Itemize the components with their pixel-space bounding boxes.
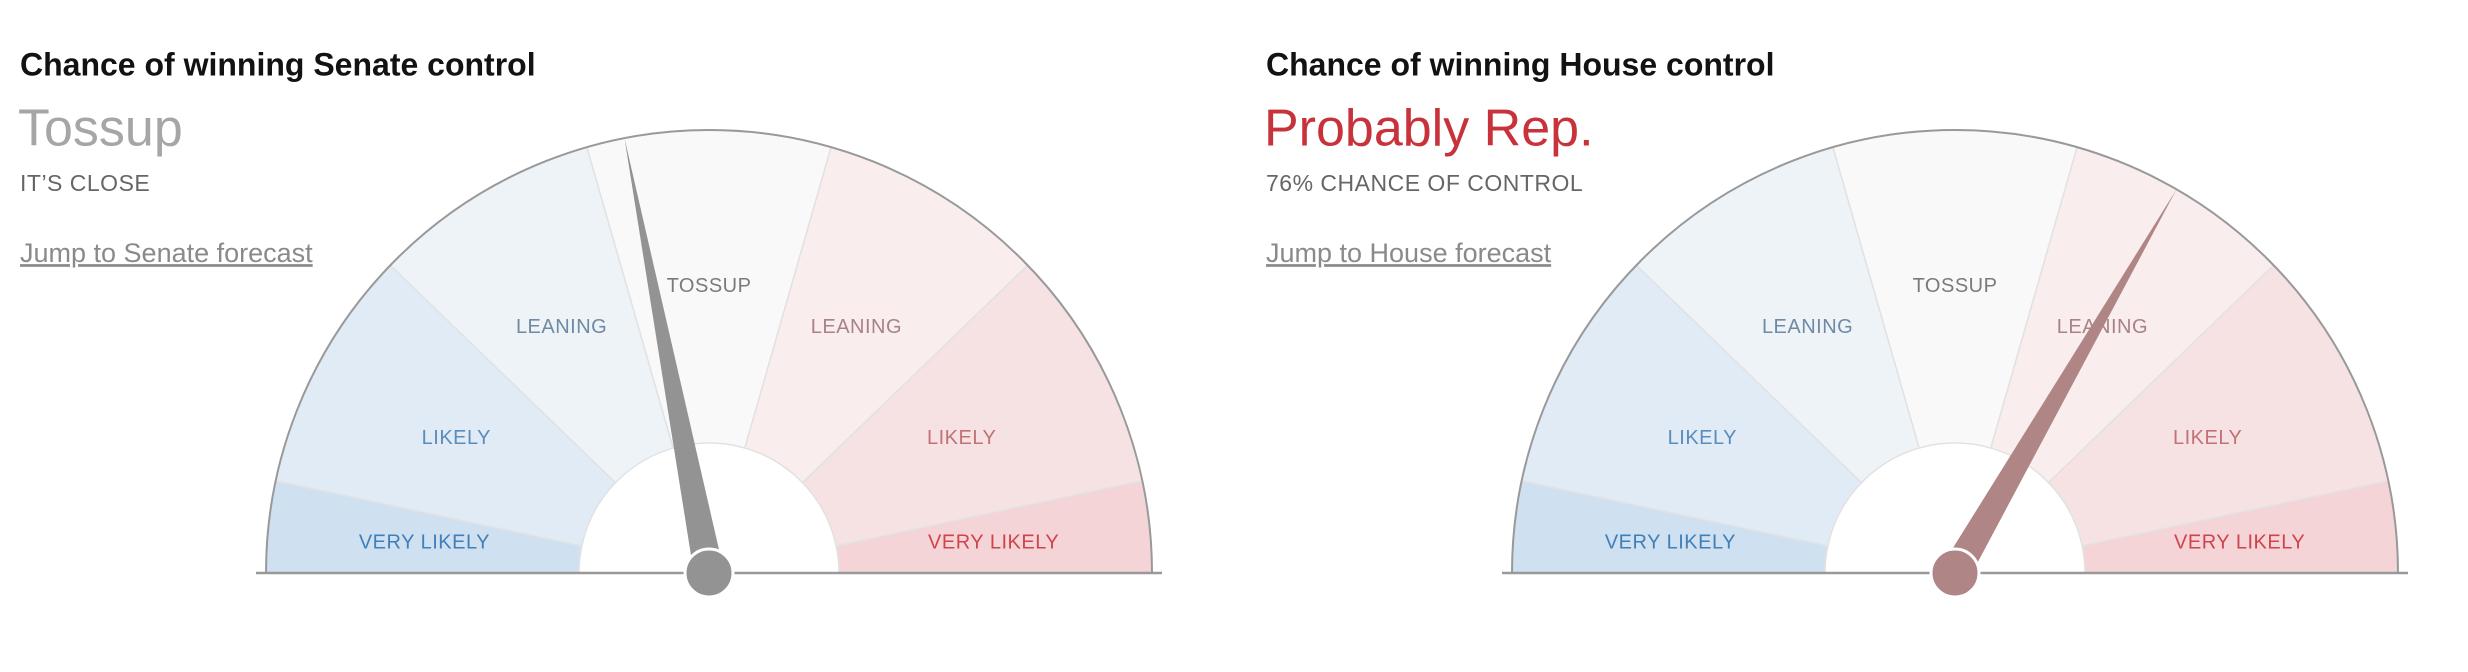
needle-pivot	[683, 547, 735, 599]
band-label: LIKELY	[422, 427, 491, 449]
band-label: LEANING	[1762, 316, 1853, 338]
gauge-outline	[265, 129, 1153, 574]
panel-title: Chance of winning Senate control	[20, 46, 536, 82]
needle	[624, 138, 724, 576]
needle-pivot	[1929, 547, 1981, 599]
band-label: TOSSUP	[1913, 275, 1998, 297]
band-label: LIKELY	[2173, 427, 2242, 449]
rating: Tossup	[18, 100, 183, 158]
rating: Probably Rep.	[1264, 100, 1594, 158]
rating-note: 76% CHANCE OF CONTROL	[1266, 170, 1583, 196]
band-label: VERY LIKELY	[1605, 531, 1736, 553]
band-label: LIKELY	[927, 427, 996, 449]
band-label: LEANING	[811, 316, 902, 338]
band-label: TOSSUP	[667, 275, 752, 297]
forecast-link[interactable]: Jump to House forecast	[1266, 238, 1552, 268]
forecast-link[interactable]: Jump to Senate forecast	[20, 238, 313, 268]
rating-note: IT’S CLOSE	[20, 170, 150, 196]
needle	[1942, 189, 2177, 581]
panel-title: Chance of winning House control	[1266, 46, 1774, 82]
band-label: VERY LIKELY	[2174, 531, 2305, 553]
gauge-outline	[1511, 129, 2399, 574]
band-label: VERY LIKELY	[928, 531, 1059, 553]
band-label: LEANING	[516, 316, 607, 338]
band-label: LIKELY	[1668, 427, 1737, 449]
band-label: VERY LIKELY	[359, 531, 490, 553]
